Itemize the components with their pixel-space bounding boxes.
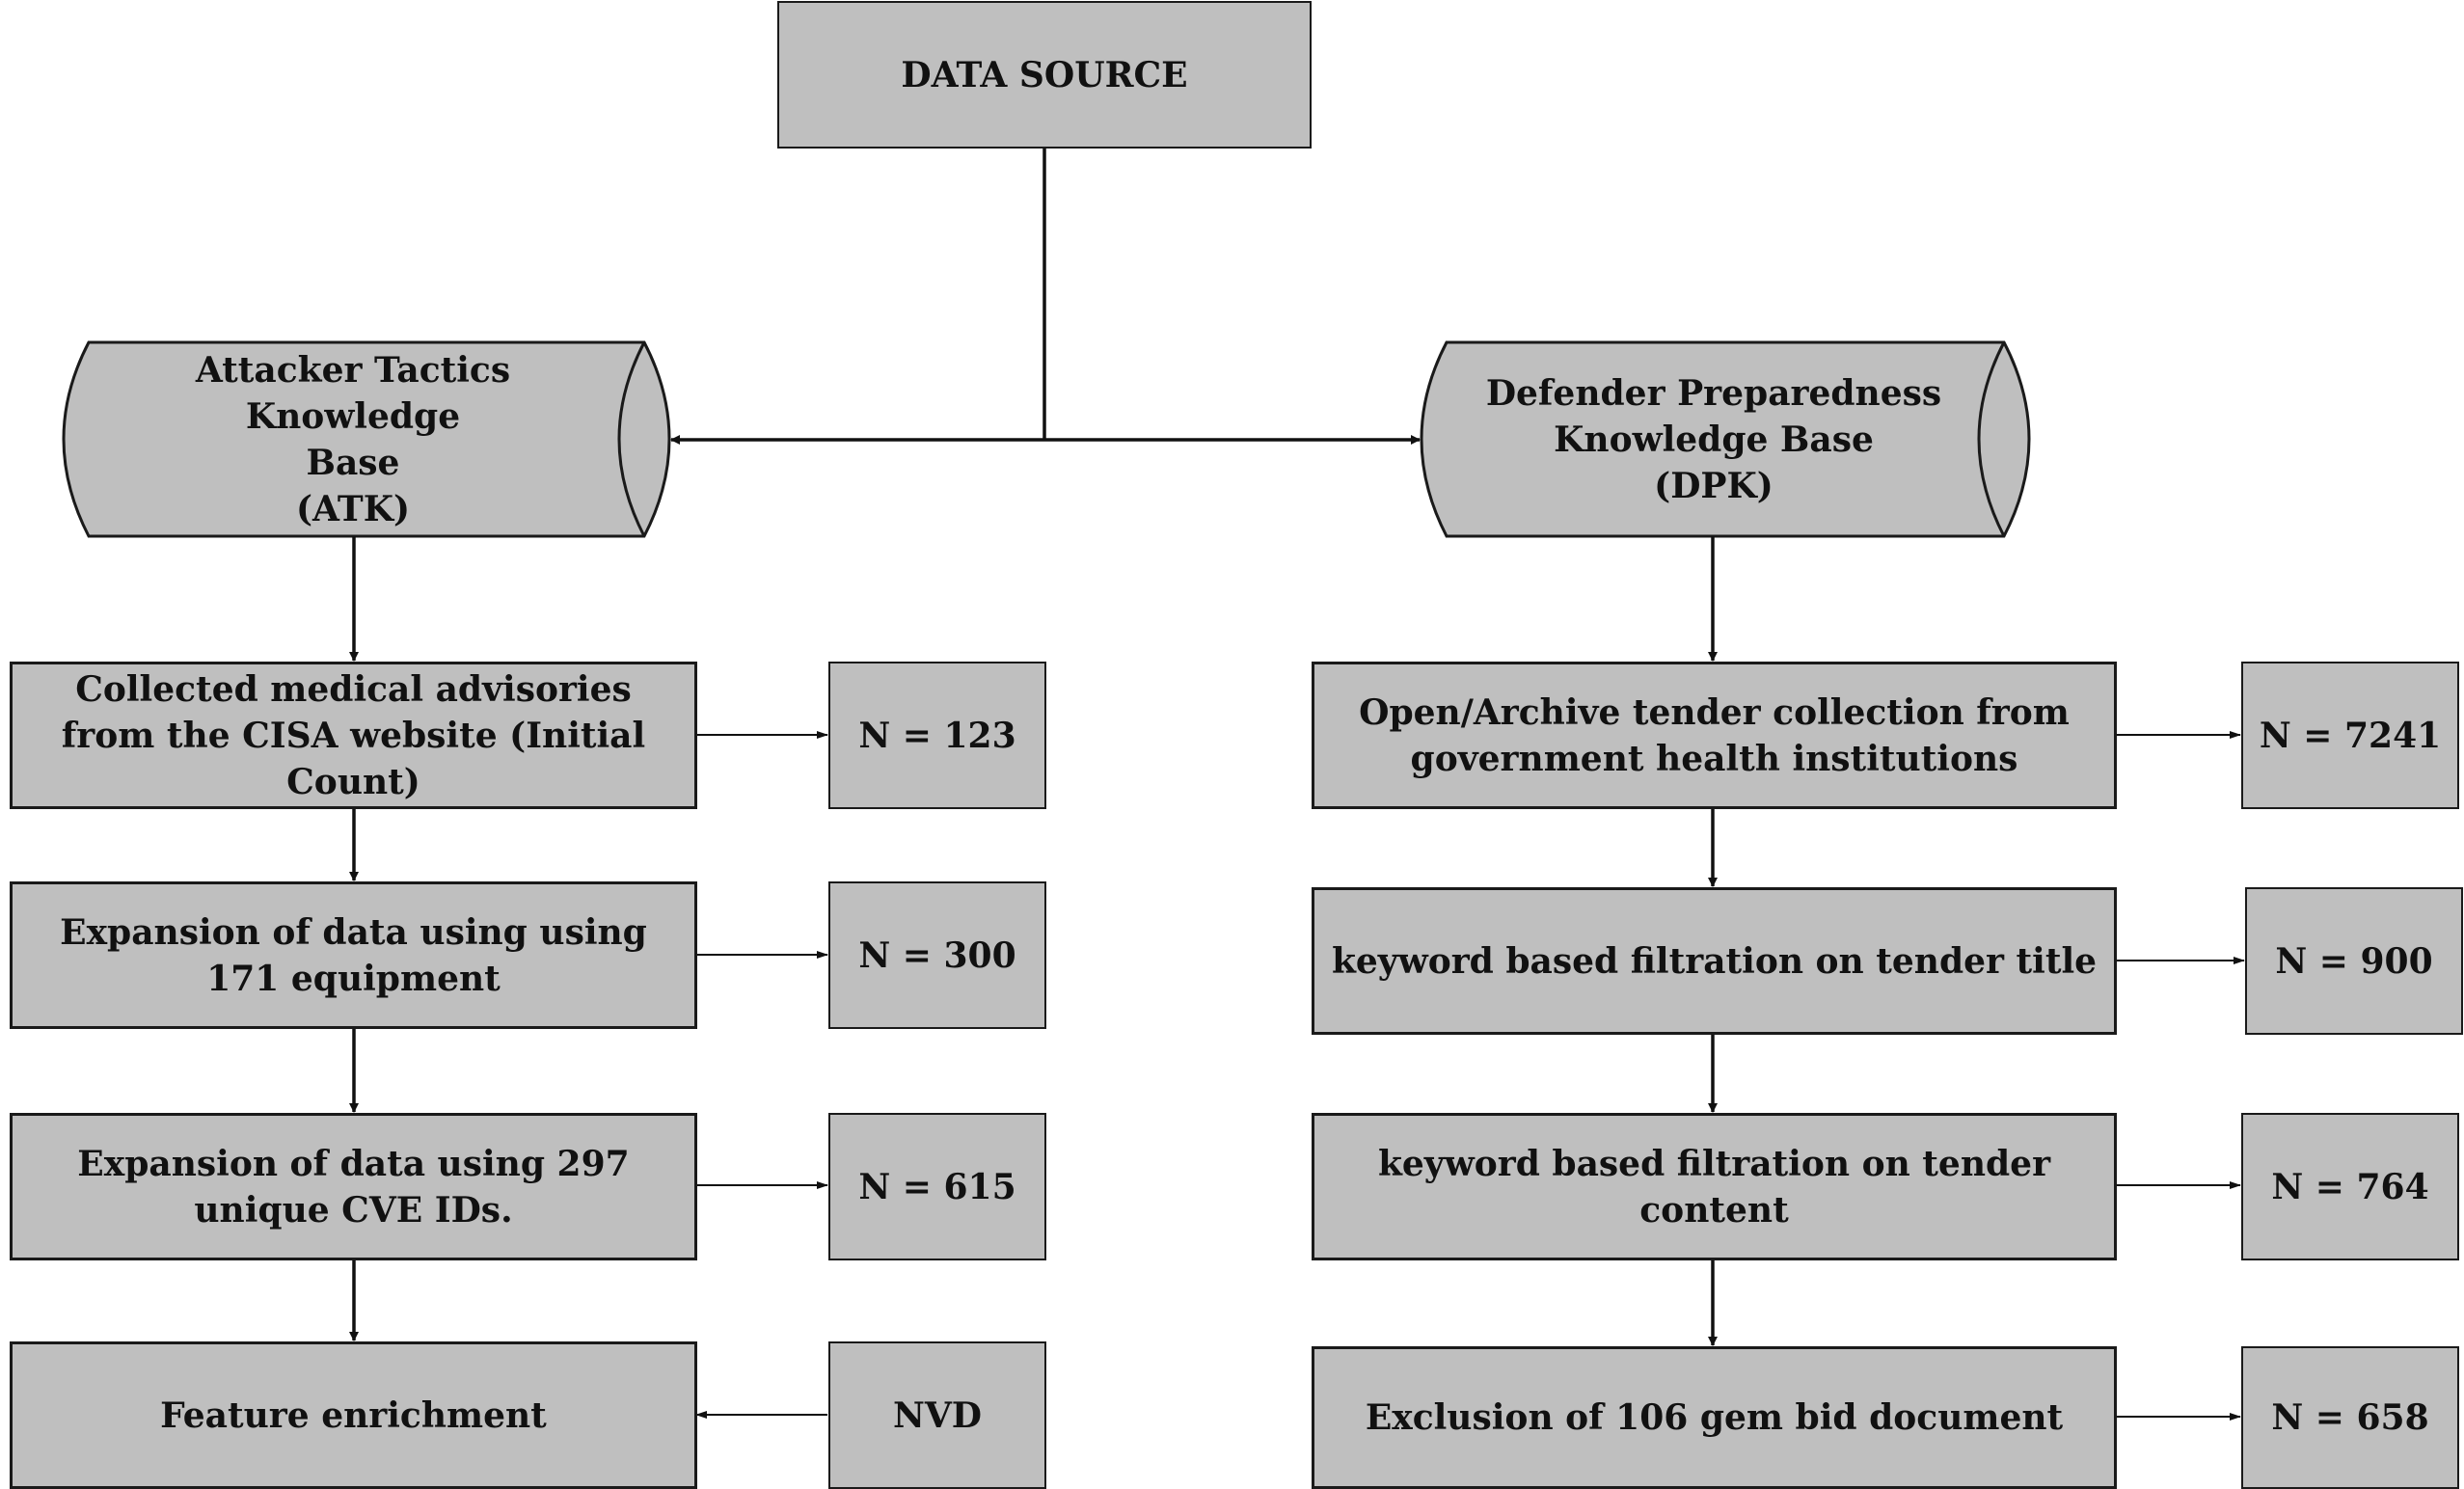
dpk-step-4: Exclusion of 106 gem bid document [1312, 1346, 2117, 1489]
dpk-count-1-value: N = 7241 [2259, 715, 2442, 756]
atk-count-1-value: N = 123 [858, 715, 1016, 756]
dpk-title: Defender Preparedness Knowledge Base (DP… [1485, 372, 1942, 506]
root-connector [670, 149, 1421, 445]
dpk-count-3: N = 764 [2241, 1113, 2459, 1260]
dpk-count-1: N = 7241 [2241, 662, 2459, 809]
dpk-count-2-value: N = 900 [2275, 940, 2433, 982]
dpk-count-3-value: N = 764 [2271, 1166, 2429, 1207]
nvd-source-label: NVD [892, 1394, 983, 1436]
dpk-count-4-value: N = 658 [2271, 1397, 2429, 1438]
atk-step-4: Feature enrichment [10, 1341, 697, 1489]
data-source-label: DATA SOURCE [901, 54, 1188, 95]
nvd-source-box: NVD [828, 1341, 1046, 1489]
atk-count-1: N = 123 [828, 662, 1046, 809]
atk-count-2: N = 300 [828, 881, 1046, 1029]
dpk-step-2: keyword based filtration on tender title [1312, 887, 2117, 1035]
atk-count-3-value: N = 615 [858, 1166, 1016, 1207]
data-source-box: DATA SOURCE [777, 1, 1312, 149]
atk-step-1-label: Collected medical advisories from the CI… [61, 668, 646, 802]
dpk-count-4: N = 658 [2241, 1346, 2459, 1489]
dpk-step-4-label: Exclusion of 106 gem bid document [1365, 1397, 2064, 1438]
dpk-step-3: keyword based filtration on tender conte… [1312, 1113, 2117, 1260]
atk-step-2: Expansion of data using using 171 equipm… [10, 881, 697, 1029]
atk-count-2-value: N = 300 [858, 934, 1016, 976]
atk-step-3-label: Expansion of data using 297 unique CVE I… [77, 1143, 630, 1231]
atk-step-2-label: Expansion of data using using 171 equipm… [60, 911, 647, 999]
atk-step-3: Expansion of data using 297 unique CVE I… [10, 1113, 697, 1260]
dpk-step-1: Open/Archive tender collection from gove… [1312, 662, 2117, 809]
dpk-step-3-label: keyword based filtration on tender conte… [1377, 1143, 2051, 1231]
dpk-step-1-label: Open/Archive tender collection from gove… [1359, 691, 2070, 779]
atk-database-shape [62, 340, 671, 538]
atk-step-4-label: Feature enrichment [160, 1394, 547, 1436]
dpk-count-2: N = 900 [2245, 887, 2463, 1035]
atk-step-1: Collected medical advisories from the CI… [10, 662, 697, 809]
atk-count-arrows [695, 731, 828, 1419]
atk-title: Attacker Tactics Knowledge Base (ATK) [195, 349, 511, 529]
dpk-database-shape [1420, 340, 2031, 538]
dpk-count-arrows [2116, 731, 2245, 1421]
dpk-step-2-label: keyword based filtration on tender title [1331, 940, 2098, 982]
atk-count-3: N = 615 [828, 1113, 1046, 1260]
